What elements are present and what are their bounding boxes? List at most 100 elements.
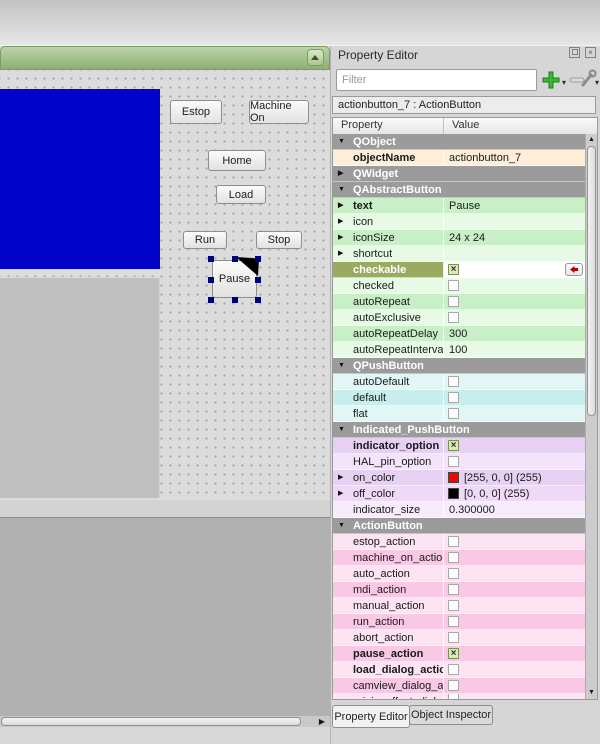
property-name[interactable]: machine_on_action [333, 550, 444, 566]
property-value[interactable] [444, 614, 585, 630]
checkbox[interactable] [448, 408, 459, 419]
tab-property-editor[interactable]: Property Editor [332, 705, 410, 728]
property-row-iconSize[interactable]: ▶ iconSize 24 x 24 [333, 230, 585, 246]
checkbox[interactable] [448, 392, 459, 403]
checkbox[interactable] [448, 680, 459, 691]
property-row-mdi_action[interactable]: mdi_action [333, 582, 585, 598]
checkbox[interactable] [448, 568, 459, 579]
group-row-QPushButton[interactable]: ▼ QPushButton [333, 358, 585, 374]
property-row-load_dialog_action[interactable]: load_dialog_action [333, 662, 585, 678]
estop-button[interactable]: Estop [170, 100, 222, 124]
property-name[interactable]: autoDefault [333, 374, 444, 390]
property-value[interactable] [444, 534, 585, 550]
form-subwindow-titlebar[interactable] [0, 46, 330, 70]
property-row-camview_dialog_acti...[interactable]: camview_dialog_acti... [333, 678, 585, 694]
column-header-property[interactable]: Property [333, 118, 444, 134]
property-row-pause_action[interactable]: pause_action × [333, 646, 585, 662]
property-row-auto_action[interactable]: auto_action [333, 566, 585, 582]
property-name[interactable]: autoRepeatDelay [333, 326, 444, 342]
property-name[interactable]: abort_action [333, 630, 444, 646]
property-value[interactable] [444, 214, 585, 230]
shade-up-button[interactable] [307, 49, 324, 66]
vertical-scrollbar[interactable]: ▲ ▼ [585, 134, 597, 699]
property-row-origin_offset_dialo...[interactable]: origin_offset_dialo... [333, 694, 585, 699]
reset-property-button[interactable] [565, 263, 583, 276]
checkbox[interactable] [448, 632, 459, 643]
vertical-scrollbar-thumb[interactable] [587, 146, 596, 416]
property-value[interactable]: [255, 0, 0] (255) [444, 470, 585, 486]
property-value[interactable]: × [444, 646, 585, 662]
expand-arrow-icon[interactable]: ▶ [338, 250, 344, 257]
scroll-right-arrow-icon[interactable]: ▶ [318, 717, 325, 726]
property-value[interactable] [444, 406, 585, 422]
property-value[interactable] [444, 694, 585, 699]
property-value[interactable]: × [444, 438, 585, 454]
property-value[interactable] [444, 598, 585, 614]
blue-display-widget[interactable] [0, 89, 160, 269]
property-name[interactable]: checked [333, 278, 444, 294]
group-row-QAbstractButton[interactable]: ▼ QAbstractButton [333, 182, 585, 198]
property-name[interactable]: camview_dialog_acti... [333, 678, 444, 694]
checkbox[interactable] [448, 600, 459, 611]
expand-arrow-icon[interactable]: ▶ [338, 218, 344, 225]
filter-input[interactable] [336, 69, 537, 91]
property-value[interactable] [444, 374, 585, 390]
selection-handle[interactable] [232, 297, 238, 303]
property-name[interactable]: default [333, 390, 444, 406]
property-name[interactable]: objectName [333, 150, 444, 166]
collapse-arrow-icon[interactable]: ▼ [338, 362, 345, 369]
property-value[interactable]: 300 [444, 326, 585, 342]
remove-dynamic-property-button[interactable] [569, 77, 585, 84]
expand-arrow-icon[interactable]: ▶ [338, 234, 344, 241]
dock-close-icon[interactable]: × [585, 47, 596, 58]
property-value[interactable]: [0, 0, 0] (255) [444, 486, 585, 502]
property-name[interactable]: HAL_pin_option [333, 454, 444, 470]
property-row-autoExclusive[interactable]: autoExclusive [333, 310, 585, 326]
property-value[interactable] [444, 550, 585, 566]
property-row-HAL_pin_option[interactable]: HAL_pin_option [333, 454, 585, 470]
horizontal-scrollbar-thumb[interactable] [1, 717, 301, 726]
property-name[interactable]: indicator_size [333, 502, 444, 518]
property-row-text[interactable]: ▶ text Pause [333, 198, 585, 214]
property-value[interactable]: Pause [444, 198, 585, 214]
property-row-machine_on_action[interactable]: machine_on_action [333, 550, 585, 566]
property-value[interactable] [444, 454, 585, 470]
scroll-down-arrow-icon[interactable]: ▼ [588, 689, 595, 696]
group-row-Indicated_PushButton[interactable]: ▼ Indicated_PushButton [333, 422, 585, 438]
property-name[interactable]: manual_action [333, 598, 444, 614]
selection-handle[interactable] [208, 297, 214, 303]
selection-handle[interactable] [255, 277, 261, 283]
property-value[interactable] [444, 246, 585, 262]
checkbox[interactable] [448, 536, 459, 547]
collapse-arrow-icon[interactable]: ▼ [338, 522, 345, 529]
property-row-autoRepeatInterval[interactable]: autoRepeatInterval 100 [333, 342, 585, 358]
property-row-autoRepeat[interactable]: autoRepeat [333, 294, 585, 310]
collapse-arrow-icon[interactable]: ▼ [338, 138, 345, 145]
scroll-up-arrow-icon[interactable]: ▲ [588, 136, 595, 143]
property-name[interactable]: run_action [333, 614, 444, 630]
property-row-checked[interactable]: checked [333, 278, 585, 294]
property-name[interactable]: autoRepeat [333, 294, 444, 310]
group-row-ActionButton[interactable]: ▼ ActionButton [333, 518, 585, 534]
load-button[interactable]: Load [216, 185, 266, 204]
tab-object-inspector[interactable]: Object Inspector [409, 705, 493, 725]
selection-handle[interactable] [208, 277, 214, 283]
machine-on-button[interactable]: Machine On [249, 100, 309, 124]
property-name[interactable]: auto_action [333, 566, 444, 582]
expand-arrow-icon[interactable]: ▶ [338, 490, 344, 497]
property-name[interactable]: autoRepeatInterval [333, 342, 444, 358]
checkbox[interactable] [448, 616, 459, 627]
property-name[interactable]: ▶ text [333, 198, 444, 214]
stop-button[interactable]: Stop [256, 231, 302, 249]
property-row-indicator_option[interactable]: indicator_option × [333, 438, 585, 454]
property-value[interactable] [444, 390, 585, 406]
add-dropdown-caret-icon[interactable]: ▾ [562, 78, 567, 87]
property-value[interactable] [444, 662, 585, 678]
group-row-QWidget[interactable]: ▶ QWidget [333, 166, 585, 182]
property-row-indicator_size[interactable]: indicator_size 0.300000 [333, 502, 585, 518]
property-row-manual_action[interactable]: manual_action [333, 598, 585, 614]
property-row-objectName[interactable]: objectName actionbutton_7 [333, 150, 585, 166]
add-dynamic-property-button[interactable] [541, 70, 561, 90]
property-row-default[interactable]: default [333, 390, 585, 406]
selection-handle[interactable] [255, 256, 261, 262]
